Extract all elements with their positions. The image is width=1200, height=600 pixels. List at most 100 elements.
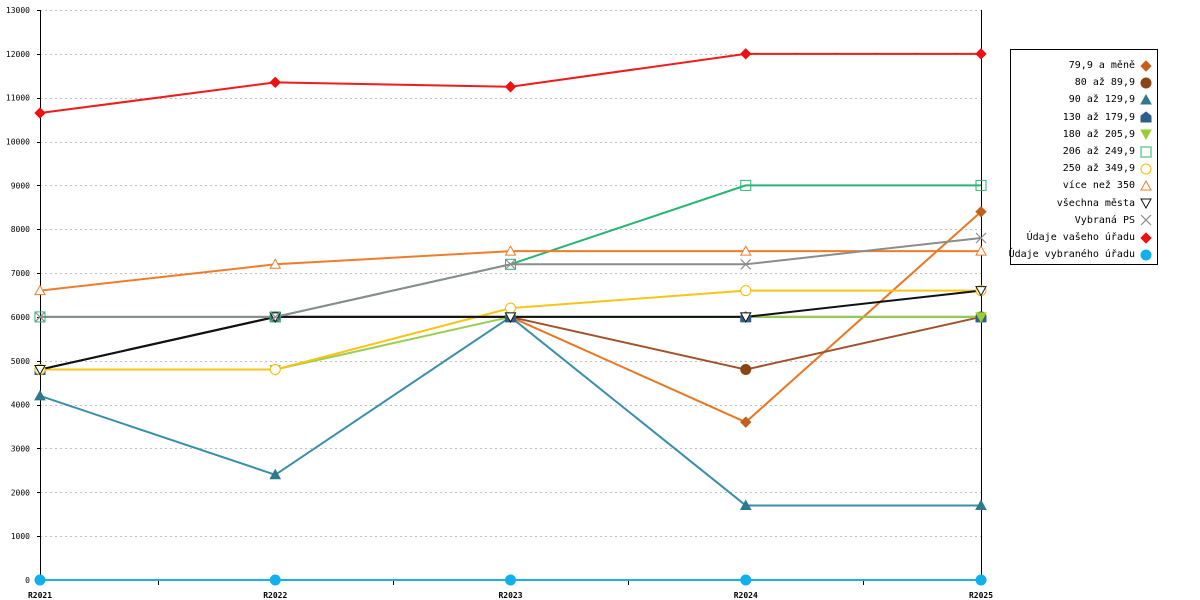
series-markers xyxy=(34,48,987,586)
legend-item: 80 až 89,9 xyxy=(1075,74,1153,91)
data-point xyxy=(34,365,46,376)
data-point xyxy=(504,81,517,93)
y-tick-label: 9000 xyxy=(11,181,30,190)
data-point xyxy=(504,312,517,323)
legend-item: Údaje vašeho úřadu xyxy=(1027,229,1153,246)
data-point xyxy=(739,312,752,323)
legend-marker-shape xyxy=(1140,214,1152,226)
data-point xyxy=(739,499,752,510)
data-point xyxy=(34,389,46,401)
data-point xyxy=(505,302,516,314)
legend-marker xyxy=(1140,198,1152,210)
axes xyxy=(37,10,982,585)
data-point xyxy=(975,179,987,191)
x-tick-label: R2021 xyxy=(28,591,52,600)
legend-marker xyxy=(1140,111,1152,123)
data-point xyxy=(505,258,516,270)
y-tick-label: 7000 xyxy=(11,269,30,278)
y-tick-label: 13000 xyxy=(6,6,30,15)
data-point xyxy=(740,285,752,297)
legend: 79,9 a měně 80 až 89,9 90 až 129,9 130 až 1… xyxy=(1009,49,1158,265)
data-point xyxy=(975,48,987,60)
legend-item: více než 350 xyxy=(1063,177,1153,194)
legend-marker xyxy=(1140,129,1152,141)
legend-item: 90 až 129,9 xyxy=(1069,91,1153,108)
data-point xyxy=(269,574,281,586)
data-point xyxy=(269,468,282,480)
data-point xyxy=(34,574,46,586)
y-tick-label: 5000 xyxy=(11,357,30,366)
legend-item: Údaje vybraného úřadu xyxy=(1009,246,1153,263)
x-tick-label: R2025 xyxy=(969,591,993,600)
data-point xyxy=(269,258,282,269)
data-point xyxy=(740,574,752,586)
legend-marker-shape xyxy=(1140,179,1152,191)
legend-marker xyxy=(1140,59,1152,72)
legend-marker-shape xyxy=(1140,163,1152,175)
legend-label: Údaje vybraného úřadu xyxy=(1008,249,1135,261)
y-tick-label: 8000 xyxy=(11,225,30,234)
y-tick-label: 6000 xyxy=(11,313,30,322)
legend-marker xyxy=(1140,77,1152,89)
legend-marker xyxy=(1140,163,1152,175)
data-point xyxy=(34,284,46,296)
data-point xyxy=(739,245,752,256)
legend-item: 206 až 249,9 xyxy=(1063,143,1153,160)
legend-marker-shape xyxy=(1140,146,1152,157)
y-tick-label: 12000 xyxy=(6,50,30,59)
series-line-8 xyxy=(39,289,982,371)
data-point xyxy=(975,499,987,510)
data-point xyxy=(740,258,752,270)
data-point xyxy=(975,312,987,323)
legend-marker-shape xyxy=(1140,77,1152,89)
data-point xyxy=(269,76,281,89)
legend-marker xyxy=(1140,179,1152,191)
data-point xyxy=(269,311,281,323)
y-axis-tick-labels: 0 1000 2000 3000 4000 5000 6000 7000 8000 9000 100… xyxy=(6,6,30,585)
data-point xyxy=(504,245,517,256)
series-line-6 xyxy=(40,289,981,371)
data-point xyxy=(975,245,987,256)
legend-marker-shape xyxy=(1140,111,1152,123)
data-point xyxy=(975,574,987,586)
legend-marker xyxy=(1140,231,1152,244)
data-point xyxy=(740,48,752,60)
y-tick-label: 11000 xyxy=(6,94,30,103)
legend-label: Vybraná PS xyxy=(1074,214,1135,226)
y-tick-label: 10000 xyxy=(6,138,30,147)
legend-label: 80 až 89,9 xyxy=(1074,77,1135,89)
legend-label: 206 až 249,9 xyxy=(1062,146,1135,157)
legend-item: 180 až 205,9 xyxy=(1063,126,1153,143)
legend-label: všechna města xyxy=(1056,197,1135,209)
legend-marker-shape xyxy=(1140,249,1152,261)
legend-label: 130 až 179,9 xyxy=(1062,111,1135,123)
legend-marker-shape xyxy=(1140,231,1152,244)
data-point xyxy=(975,205,987,218)
legend-label: 79,9 a měně xyxy=(1068,60,1135,71)
data-point xyxy=(505,258,516,270)
legend-marker-shape xyxy=(1140,129,1152,141)
series-line-7 xyxy=(39,250,981,292)
legend-marker xyxy=(1140,214,1152,226)
data-point xyxy=(740,179,752,191)
data-point xyxy=(975,232,987,244)
legend-item: 250 až 349,9 xyxy=(1063,160,1153,177)
data-point xyxy=(34,107,46,119)
legend-label: 90 až 129,9 xyxy=(1068,94,1135,106)
legend-item: 130 až 179,9 xyxy=(1063,109,1153,126)
legend-marker xyxy=(1140,146,1152,157)
data-point xyxy=(740,364,752,376)
legend-marker xyxy=(1140,93,1152,105)
legend-marker xyxy=(1140,249,1152,261)
series-line-2 xyxy=(39,315,981,507)
data-point xyxy=(34,311,46,323)
legend-marker-shape xyxy=(1140,93,1152,105)
legend-marker-shape xyxy=(1140,59,1152,72)
legend-label: více než 350 xyxy=(1062,180,1135,192)
y-tick-label: 0 xyxy=(25,576,30,585)
x-tick-label: R2022 xyxy=(263,591,287,600)
legend-item: Vybraná PS xyxy=(1075,212,1153,229)
y-tick-label: 1000 xyxy=(11,532,30,541)
legend-label: 180 až 205,9 xyxy=(1062,128,1135,140)
